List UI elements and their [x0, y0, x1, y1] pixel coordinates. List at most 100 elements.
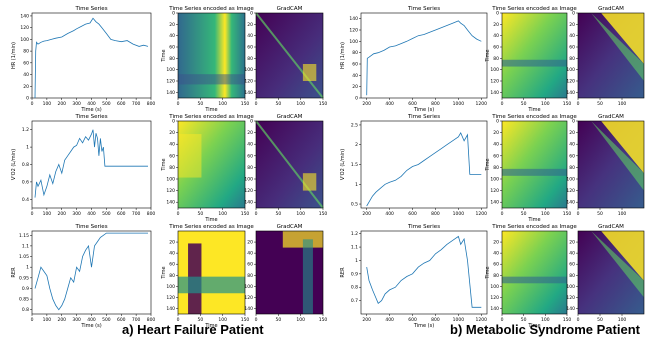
y-tick-label: 100 [244, 284, 253, 290]
y-tick-label: 20 [493, 130, 499, 136]
y-tick-label: 120 [566, 79, 575, 85]
x-tick-label: 50 [521, 317, 527, 323]
panel-ms-rer-gc: GradCAM 0 50 100 20 40 60 80 100 120 140 [566, 224, 645, 323]
panel-ms-vo2-ts: Time Series 200 400 600 800 1000 1200 0.5 1 1.5 2 2… [340, 114, 488, 217]
y-tick-label: 0.7 [351, 298, 358, 304]
x-tick-label: 300 [72, 211, 81, 217]
y-tick-label: 0.4 [22, 197, 29, 203]
y-tick-label: 120 [244, 79, 253, 85]
axes-frame [577, 120, 645, 209]
x-tick-label: 500 [102, 211, 111, 217]
x-tick-label: 0 [177, 101, 180, 107]
y-tick-label: 80 [169, 165, 175, 171]
y-tick-label: 1.1 [22, 243, 29, 249]
x-tick-label: 100 [218, 317, 227, 323]
y-tick-label: 140 [166, 90, 175, 96]
x-tick-label: 0 [501, 211, 504, 217]
y-tick-label: 0.6 [22, 179, 29, 185]
y-tick-label: 60 [247, 153, 253, 159]
y-tick-label: 100 [20, 37, 29, 43]
y-tick-label: 20 [352, 84, 358, 90]
y-tick-label: 0.9 [22, 286, 29, 292]
y-tick-label: 140 [490, 306, 499, 312]
panel-title: Time Series encoded as Image [491, 114, 577, 120]
y-tick-label: 140 [244, 90, 253, 96]
panel-title: Time Series [74, 6, 107, 12]
y-tick-label: 40 [247, 251, 253, 257]
y-tick-label: 0 [250, 11, 253, 17]
y-tick-label: 120 [20, 25, 29, 31]
y-tick-label: 120 [166, 295, 175, 301]
x-tick-label: 200 [57, 211, 66, 217]
x-tick-label: 100 [296, 101, 305, 107]
x-tick-label: 800 [431, 211, 440, 217]
x-tick-label: 0 [177, 317, 180, 323]
x-tick-label: 50 [597, 317, 603, 323]
x-tick-label: 150 [563, 101, 572, 107]
y-tick-label: 0.8 [22, 162, 29, 168]
x-tick-label: 150 [319, 317, 328, 323]
x-tick-label: 100 [43, 101, 52, 107]
x-tick-label: 50 [521, 101, 527, 107]
x-axis-label: Time (s) [413, 107, 434, 113]
y-tick-label: 1.2 [22, 127, 29, 133]
axes-frame [577, 12, 645, 99]
heatmap-fill [502, 13, 567, 98]
axes-frame [501, 230, 568, 315]
y-tick-label: 1 [355, 182, 358, 188]
panel-ms-hr-gc: GradCAM 0 50 100 0 20 40 60 80 100 120 140 [566, 6, 645, 107]
y-tick-label: 80 [493, 165, 499, 171]
y-tick-label: 20 [23, 84, 29, 90]
y-tick-label: 20 [169, 130, 175, 136]
y-tick-label: 120 [490, 79, 499, 85]
x-tick-label: 150 [563, 317, 572, 323]
heatmap-region [591, 121, 644, 191]
heatmap-hotspot [178, 134, 202, 178]
y-tick-label: 20 [169, 240, 175, 246]
y-axis-label: V'O2 (L/min) [11, 149, 17, 180]
y-axis-label: Time [161, 158, 167, 171]
axes-frame [360, 12, 488, 99]
axes-frame [255, 230, 324, 315]
x-tick-label: 100 [541, 211, 550, 217]
axes-frame [177, 12, 246, 99]
panel-title: Time Series [407, 6, 440, 12]
x-tick-label: 100 [618, 101, 627, 107]
x-tick-label: 150 [241, 101, 250, 107]
y-tick-label: 1.2 [351, 231, 358, 237]
y-tick-label: 140 [490, 90, 499, 96]
y-tick-label: 0 [572, 11, 575, 17]
y-tick-label: 80 [169, 56, 175, 62]
axes-frame [31, 120, 152, 209]
panel-hf-hr-ts: Time Series 0 100 200 300 400 500 600 700 800 0 20 4… [11, 6, 155, 113]
x-tick-label: 600 [117, 101, 126, 107]
x-tick-label: 200 [362, 317, 371, 323]
x-tick-label: 0 [31, 211, 34, 217]
panel-title: Time Series encoded as Image [168, 6, 254, 12]
panel-title: Time Series [407, 114, 440, 120]
y-tick-label: 40 [247, 142, 253, 148]
x-tick-label: 1000 [453, 211, 465, 217]
x-tick-label: 600 [117, 317, 126, 323]
x-tick-label: 0 [577, 211, 580, 217]
y-tick-label: 40 [247, 33, 253, 39]
y-tick-label: 0 [250, 119, 253, 125]
x-tick-label: 0 [255, 101, 258, 107]
y-tick-label: 100 [490, 284, 499, 290]
x-tick-label: 1200 [476, 317, 488, 323]
panel-title: Time Series [407, 224, 440, 230]
panel-title: Time Series encoded as Image [491, 6, 577, 12]
y-tick-label: 60 [169, 45, 175, 51]
x-tick-label: 100 [218, 211, 227, 217]
series-line [366, 132, 482, 207]
x-tick-label: 600 [117, 211, 126, 217]
y-tick-label: 60 [352, 62, 358, 68]
x-tick-label: 50 [521, 211, 527, 217]
x-tick-label: 400 [87, 317, 96, 323]
x-tick-label: 50 [597, 101, 603, 107]
y-tick-label: 40 [569, 33, 575, 39]
y-tick-label: 0.5 [351, 202, 358, 208]
y-tick-label: 20 [493, 22, 499, 28]
